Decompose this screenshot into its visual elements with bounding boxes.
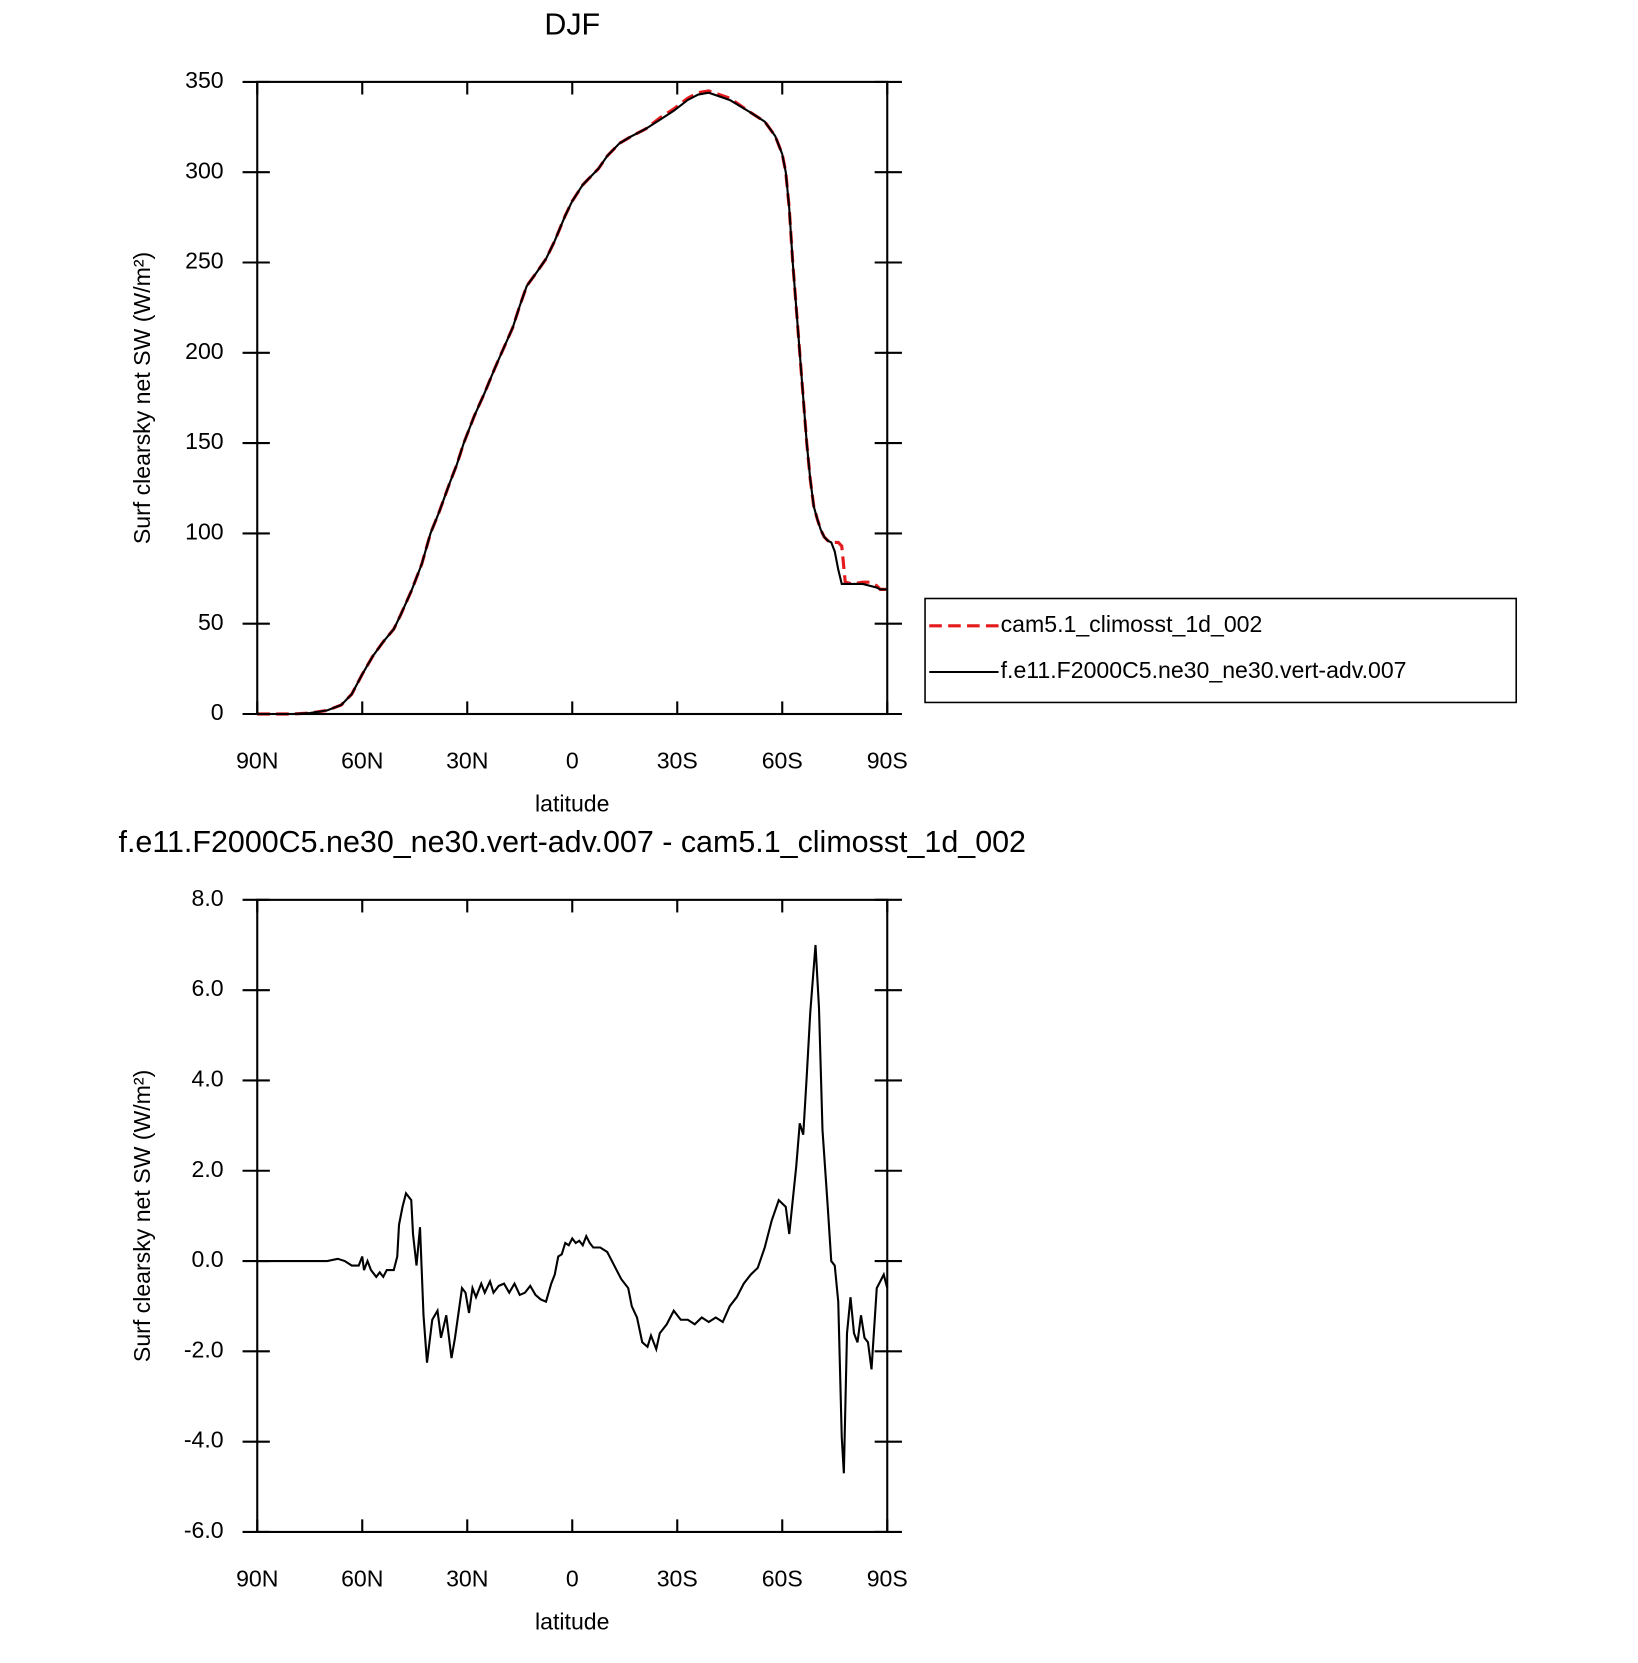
x-tick-label: 30S	[657, 1565, 698, 1591]
plot-frame	[256, 80, 889, 716]
y-tick-label: 100	[185, 518, 224, 544]
legend-label: cam5.1_climosst_1d_002	[1001, 611, 1263, 637]
x-tick-label: 90S	[867, 1565, 908, 1591]
y-tick-label: 150	[185, 428, 224, 454]
chart-title: f.e11.F2000C5.ne30_ne30.vert-adv.007 - c…	[118, 825, 1026, 859]
x-tick-label: 30N	[446, 747, 488, 773]
y-tick-label: 0.0	[192, 1246, 224, 1272]
x-tick-label: 90N	[236, 1565, 278, 1591]
x-tick-label: 60N	[341, 747, 383, 773]
y-tick-label: -2.0	[184, 1336, 224, 1362]
y-tick-label: 250	[185, 248, 224, 274]
y-tick-label: 2.0	[192, 1156, 224, 1182]
y-axis-label: Surf clearsky net SW (W/m²)	[129, 1070, 155, 1362]
chart-title: DJF	[544, 7, 600, 41]
x-tick-label: 30S	[657, 747, 698, 773]
y-axis-label: Surf clearsky net SW (W/m²)	[129, 252, 155, 544]
y-tick-label: 50	[198, 609, 224, 635]
x-tick-label: 0	[566, 747, 579, 773]
y-tick-label: -4.0	[184, 1427, 224, 1453]
data-line	[257, 89, 888, 716]
x-tick-label: 0	[566, 1565, 579, 1591]
x-tick-label: 90N	[236, 747, 278, 773]
plot-frame	[256, 898, 889, 1533]
y-tick-label: 300	[185, 157, 224, 183]
legend-label: f.e11.F2000C5.ne30_ne30.vert-adv.007	[1001, 657, 1407, 683]
y-tick-label: 8.0	[192, 885, 224, 911]
x-tick-label: 60N	[341, 1565, 383, 1591]
x-tick-label: 30N	[446, 1565, 488, 1591]
y-tick-label: 4.0	[192, 1066, 224, 1092]
y-tick-label: 350	[185, 67, 224, 93]
data-line	[257, 944, 889, 1474]
x-tick-label: 60S	[762, 1565, 803, 1591]
x-axis-label: latitude	[535, 790, 609, 816]
x-tick-label: 60S	[762, 747, 803, 773]
y-tick-label: 6.0	[192, 975, 224, 1001]
y-tick-label: -6.0	[184, 1517, 224, 1543]
y-tick-label: 0	[211, 699, 224, 725]
data-line	[257, 91, 888, 716]
figure-content: DJF latitude Surf clearsky net SW (W/m²) 90…	[118, 7, 1517, 1634]
x-tick-label: 90S	[867, 747, 908, 773]
y-tick-label: 200	[185, 338, 224, 364]
x-axis-label: latitude	[535, 1608, 609, 1634]
legend-box	[924, 597, 1517, 704]
